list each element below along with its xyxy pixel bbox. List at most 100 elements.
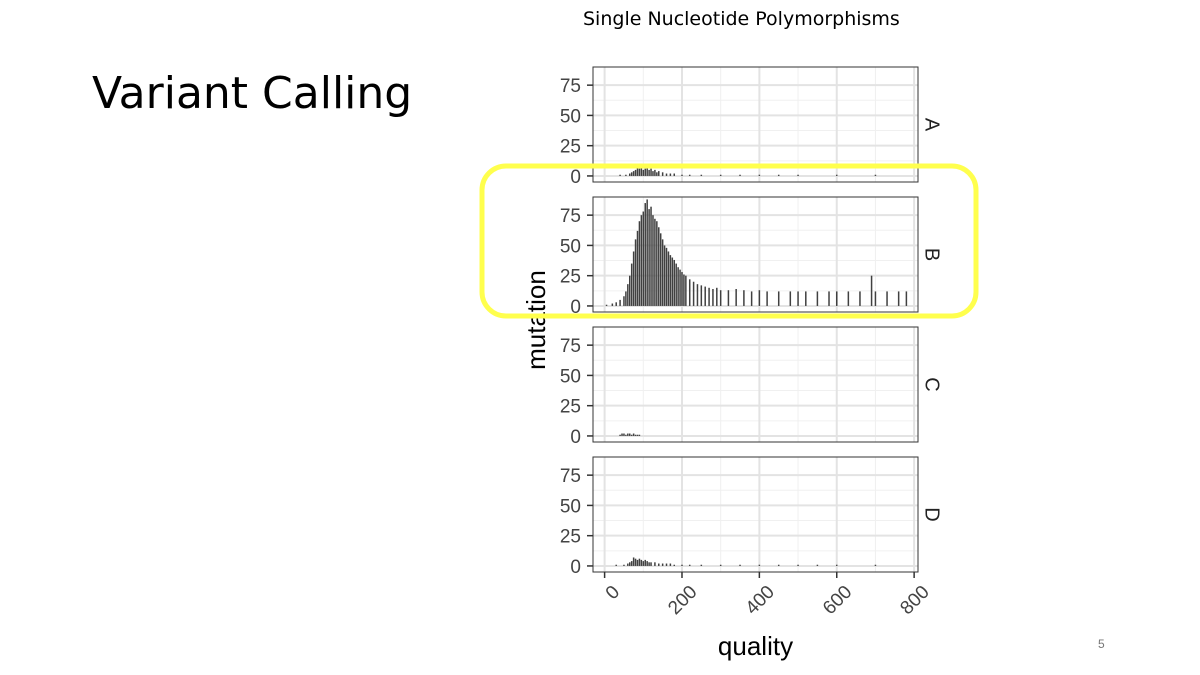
histogram-bar [661,563,664,566]
histogram-bar [704,286,706,306]
histogram-bar [700,564,703,566]
histogram-bar [777,291,780,306]
histogram-bar [636,230,639,306]
histogram-bar [847,291,850,306]
histogram-bar [646,561,648,566]
histogram-bar [627,563,629,566]
histogram-bar [625,291,627,306]
histogram-bar [634,558,637,566]
histogram-bar [677,267,679,306]
histogram-bar [727,290,730,306]
y-tick-label: 25 [560,397,581,418]
histogram-bar [719,564,722,566]
chart-title: Single Nucleotide Polymorphisms [583,8,900,30]
histogram-bar [646,167,648,176]
y-tick-label: 75 [560,336,581,357]
histogram-bar [634,169,637,176]
y-tick-label: 75 [560,466,581,487]
histogram-bar [688,279,691,306]
histogram-bar [654,169,656,176]
histogram-bar [630,172,633,176]
histogram-bar [700,285,703,306]
histogram-bar [797,174,799,176]
panel-border [592,196,919,313]
histogram-bar [669,563,672,566]
histogram-bar [685,275,687,306]
x-axis-title: quality [718,631,793,661]
histogram-bar [805,291,807,306]
x-tick-label: 0 [602,582,624,604]
histogram-bar [648,169,650,176]
histogram-bar [766,291,768,306]
histogram-bar [665,247,668,306]
histogram-bar [681,174,683,176]
histogram-bar [644,168,646,176]
histogram-bar [623,433,625,436]
histogram-bar [650,206,652,306]
page-number: 5 [1098,637,1105,651]
y-tick-label: 25 [560,137,581,158]
slide-title: Variant Calling [92,68,413,119]
histogram-bar [719,290,722,306]
histogram-bar [640,215,643,306]
histogram-bar [797,564,799,566]
histogram-bar [623,564,625,566]
histogram-bar [673,259,675,306]
histogram-bar [675,263,677,306]
histogram-bar [632,251,635,306]
histogram-bar [638,434,641,436]
histogram-bar [700,174,703,176]
y-axis-title: mutation [521,270,551,370]
histogram-bar [886,291,888,306]
highlight-box [479,163,979,319]
histogram-bar [636,559,639,566]
y-tick-label: 50 [560,106,581,127]
histogram-bar [625,174,627,176]
histogram-bar [658,171,660,176]
histogram-bar [638,168,641,176]
histogram-bar [739,564,741,566]
histogram-bar [739,174,741,176]
histogram-bar [632,171,635,176]
histogram-bar [692,281,695,306]
histogram-bar [665,173,668,176]
histogram-bar [828,291,830,306]
y-tick-label: 50 [560,496,581,517]
y-tick-label: 0 [570,557,581,578]
histogram-bar [750,291,753,306]
histogram-bar [696,284,699,306]
histogram-bar [719,174,722,176]
histogram-bar [650,562,652,566]
histogram-bar [648,209,650,306]
histogram-bar [636,434,639,436]
histogram-bar [665,563,668,566]
histogram-bar [836,564,838,566]
facet-strip-label: C [921,377,943,391]
panel-background [593,67,918,182]
histogram-bar [656,172,658,176]
histogram-bar [669,255,672,306]
histogram-bar [758,174,761,176]
histogram-bar [634,434,637,436]
panel-border [592,456,919,573]
histogram-bar [629,173,631,176]
facet-strip-label: B [921,248,943,261]
histogram-bar [650,168,652,176]
histogram-bar [630,434,633,436]
histogram-bar [630,263,633,306]
histogram-bar [735,289,737,306]
x-tick-label: 400 [742,582,779,619]
histogram-bar [615,302,617,306]
histogram-bar [656,221,658,306]
histogram-bar [625,434,627,436]
histogram-bar [673,564,675,566]
histogram-bar [630,561,633,566]
histogram-bar [615,564,617,566]
histogram-bar [673,173,675,176]
y-tick-label: 25 [560,527,581,548]
histogram-bar [652,215,654,306]
x-tick-label: 200 [664,582,701,619]
histogram-bar [619,299,621,306]
histogram-bar [758,290,761,306]
